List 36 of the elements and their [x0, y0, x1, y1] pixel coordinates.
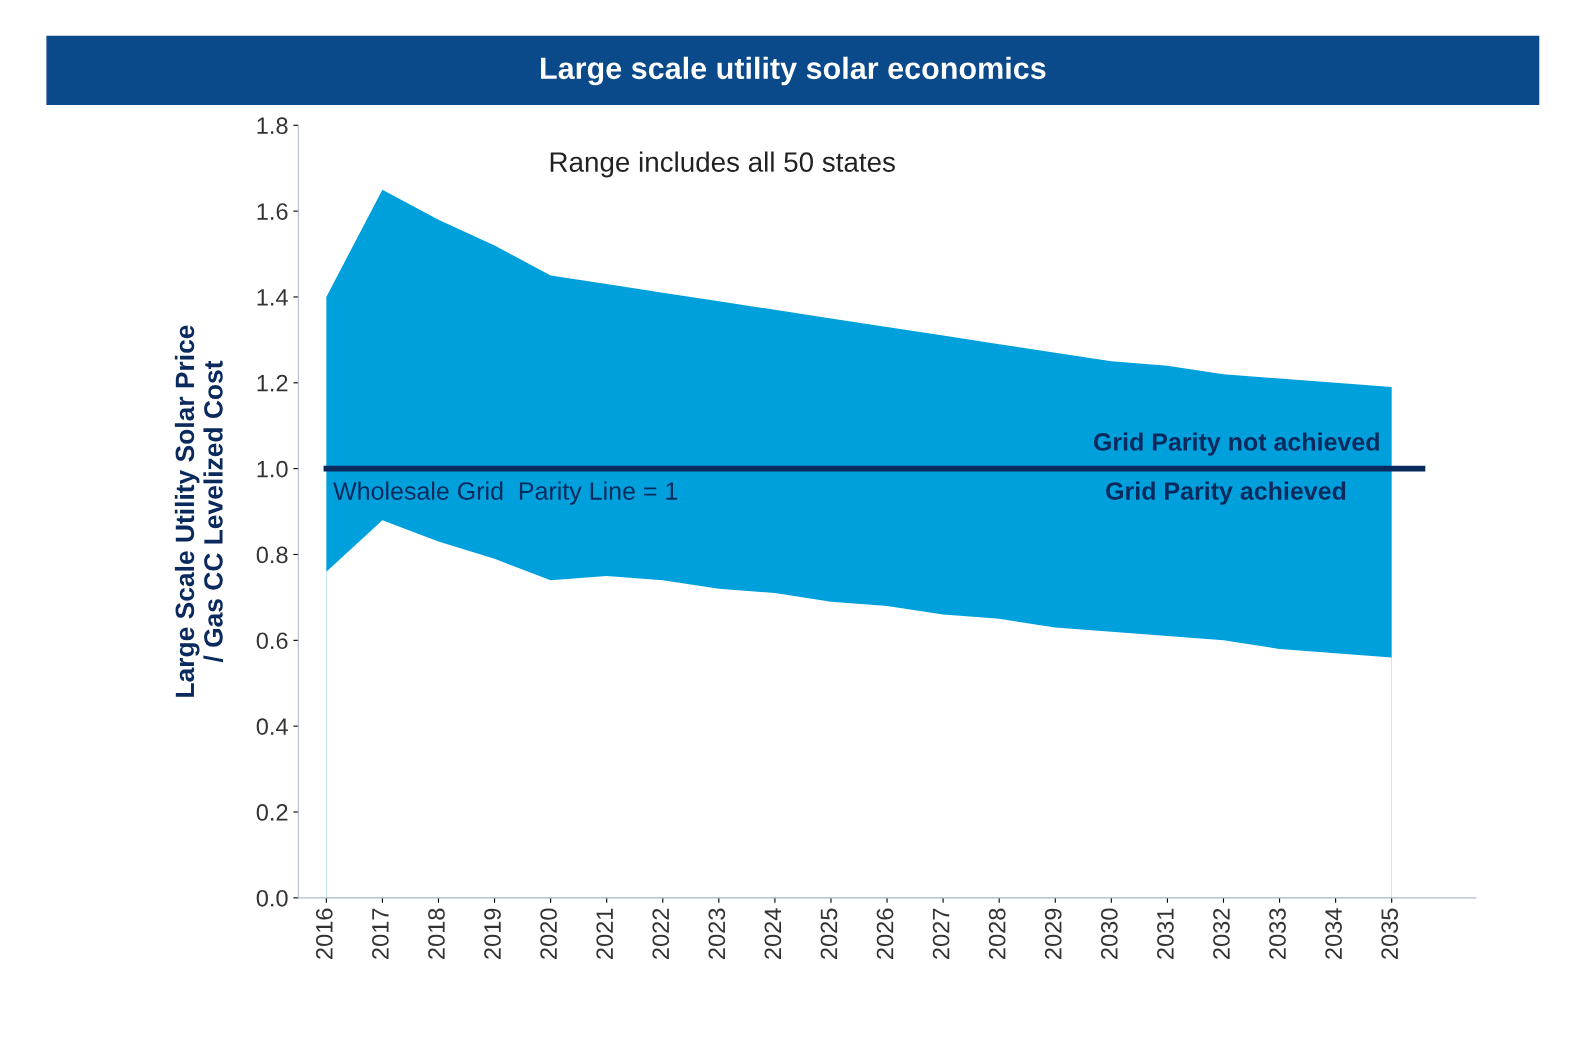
x-tick-label: 2035 [1381, 908, 1399, 959]
x-tick-label: 2021 [596, 908, 614, 959]
x-tick-label: 2030 [1100, 908, 1118, 959]
x-tick-label: 2016 [315, 908, 333, 959]
y-tick-label: 1.2 [257, 374, 288, 392]
x-tick-label: 2026 [876, 908, 894, 959]
annotation: Range includes all 50 states [550, 151, 895, 178]
y-tick-label: 0.4 [256, 718, 288, 735]
x-tick-label: 2024 [764, 908, 782, 959]
x-tick-label: 2029 [1044, 908, 1062, 959]
y-axis-title: Large Scale Utility Solar Price / Gas CC Levelized Cost [174, 325, 224, 697]
annotation: Grid Parity achieved [1106, 481, 1346, 505]
y-tick-label: 0.8 [256, 546, 288, 564]
x-tick-label: 2028 [988, 908, 1006, 959]
x-tick-label: 2023 [708, 908, 726, 959]
chart-title: Large scale utility solar economics [541, 56, 1046, 86]
annotation: Grid Parity not achieved [1093, 432, 1379, 456]
x-tick-label: 2018 [428, 908, 445, 959]
x-tick-label: 2025 [820, 908, 838, 959]
y-tick-label: 1.8 [257, 117, 288, 135]
ref-line-label: Wholesale Grid Parity Line = 1 [333, 481, 678, 505]
y-tick-label: 1.6 [257, 203, 288, 220]
x-tick-label: 2034 [1325, 908, 1342, 959]
x-tick-label: 2031 [1157, 908, 1174, 959]
y-tick-label: 0.6 [256, 632, 288, 650]
y-tick-label: 0.2 [256, 804, 288, 821]
x-tick-label: 2022 [652, 908, 670, 959]
x-tick-label: 2033 [1269, 908, 1286, 959]
y-tick-label: 0.0 [256, 889, 288, 907]
y-tick-label: 1.0 [257, 460, 288, 478]
y-tick-label: 1.4 [257, 289, 288, 306]
x-tick-label: 2027 [932, 908, 950, 959]
x-tick-label: 2017 [372, 908, 389, 959]
x-tick-label: 2020 [540, 908, 557, 959]
x-tick-label: 2019 [484, 908, 501, 959]
x-tick-label: 2032 [1213, 908, 1230, 959]
